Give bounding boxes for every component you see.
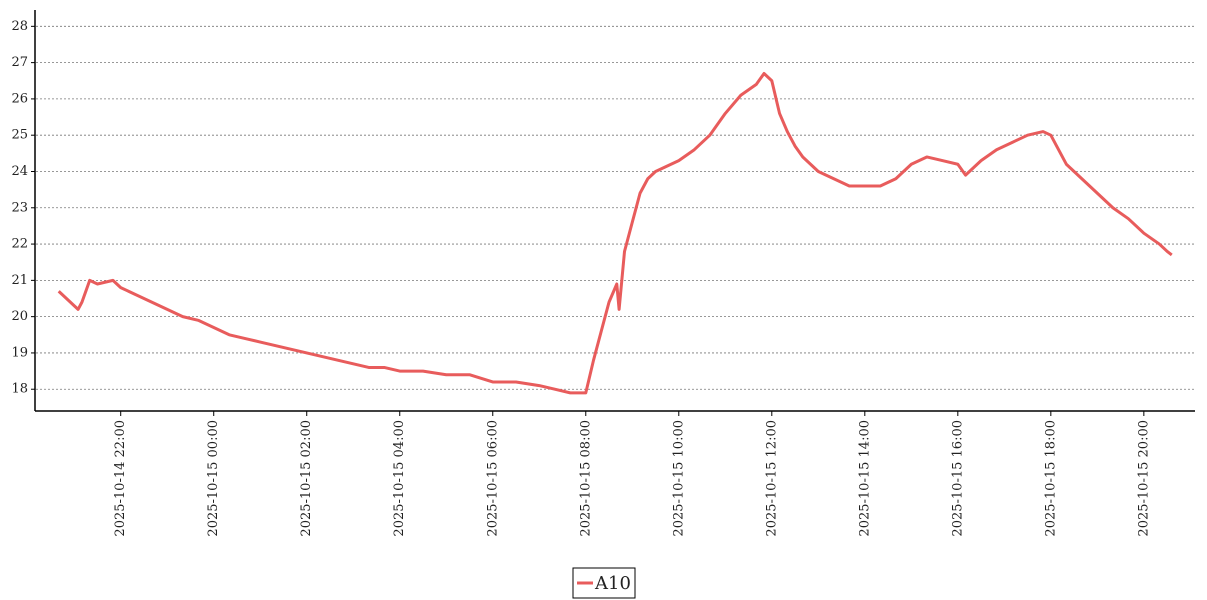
x-tick-label: 2025-10-15 02:00 bbox=[299, 420, 314, 537]
x-tick-label: 2025-10-15 00:00 bbox=[206, 420, 221, 537]
x-tick-label: 2025-10-15 08:00 bbox=[578, 420, 593, 537]
y-tick-label: 20 bbox=[11, 309, 28, 324]
legend: A10 bbox=[572, 567, 636, 599]
x-tick-label: 2025-10-15 12:00 bbox=[764, 420, 779, 537]
y-tick-label: 24 bbox=[11, 164, 28, 179]
y-tick-label: 22 bbox=[11, 237, 28, 252]
x-tick-label: 2025-10-15 04:00 bbox=[392, 420, 407, 537]
legend-label: A10 bbox=[594, 573, 631, 594]
y-tick-label: 19 bbox=[11, 345, 28, 360]
y-tick-label: 23 bbox=[11, 200, 28, 215]
x-tick-label: 2025-10-14 22:00 bbox=[113, 420, 128, 537]
line bbox=[57, 72, 1173, 395]
y-tick-label: 25 bbox=[11, 128, 28, 143]
x-tick-label: 2025-10-15 14:00 bbox=[857, 420, 872, 537]
x-tick-label: 2025-10-15 20:00 bbox=[1136, 420, 1151, 537]
y-tick-label: 18 bbox=[11, 382, 28, 397]
y-tick-label: 27 bbox=[11, 55, 28, 70]
x-tick-label: 2025-10-15 18:00 bbox=[1043, 420, 1058, 537]
y-tick-label: 26 bbox=[11, 91, 28, 106]
x-tick-label: 2025-10-15 10:00 bbox=[671, 420, 686, 537]
y-tick-label: 28 bbox=[11, 19, 28, 34]
x-tick-label: 2025-10-15 06:00 bbox=[485, 420, 500, 537]
x-tick-label: 2025-10-15 16:00 bbox=[950, 420, 965, 537]
y-tick-label: 21 bbox=[11, 273, 28, 288]
